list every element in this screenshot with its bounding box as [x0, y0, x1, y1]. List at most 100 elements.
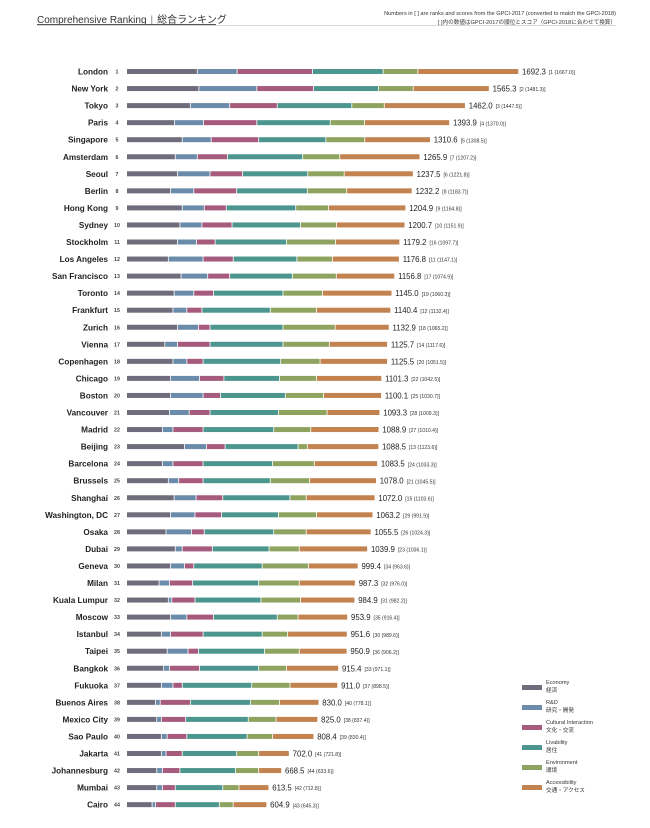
bar-segment: [340, 154, 420, 160]
bar-segment: [210, 171, 243, 177]
prev-score-label: [42 (712.8)]: [295, 786, 322, 792]
rank-label: 32: [114, 598, 120, 604]
bar-segment: [171, 392, 203, 398]
city-label: Vienna: [81, 340, 108, 349]
bar-segment: [152, 802, 156, 808]
bar-segment: [272, 733, 314, 739]
bar-segment: [303, 154, 340, 160]
bar-segment: [233, 802, 267, 808]
bar-segment: [127, 699, 156, 705]
bar-segment: [215, 239, 287, 245]
bar-segment: [335, 239, 400, 245]
prev-score-label: [41 (721.8)]: [315, 752, 342, 758]
rank-label: 23: [114, 445, 120, 451]
bar-segment: [174, 495, 196, 501]
city-label: Paris: [88, 119, 108, 128]
bar-segment: [296, 205, 329, 211]
bar-segment: [270, 478, 310, 484]
prev-score-label: [17 (1074.9)]: [424, 275, 453, 281]
note-line-japanese: [ ]内の数値はGPCI-2017の順位とスコア（GPCI-2018に合わせて換…: [437, 20, 616, 26]
score-label: 984.9: [358, 596, 378, 605]
prev-score-label: [43 (645.3)]: [293, 803, 320, 809]
bar-segment: [127, 410, 170, 415]
bar-segment: [203, 392, 221, 398]
bar-segment: [127, 733, 161, 739]
bar-segment: [169, 665, 200, 671]
bar-segment: [299, 648, 347, 654]
prev-score-label: [16 (1097.7)]: [429, 241, 458, 247]
bar-segment: [230, 273, 292, 279]
bar-segment: [127, 137, 182, 143]
city-label: Los Angeles: [60, 255, 109, 264]
prev-score-label: [36 (906.2)]: [373, 650, 400, 656]
bar-segment: [157, 716, 161, 722]
bar-segment: [237, 188, 307, 194]
city-label: Mumbai: [77, 784, 108, 793]
bar-segment: [197, 154, 227, 160]
rank-label: 25: [114, 479, 120, 485]
bar-segment: [210, 341, 283, 347]
city-label: Shanghai: [71, 494, 108, 503]
bar-segment: [127, 682, 161, 688]
bar-segment: [197, 69, 237, 74]
bar-segment: [330, 120, 365, 126]
bar-segment: [166, 529, 192, 535]
prev-score-label: [32 (976.0)]: [381, 582, 408, 588]
score-label: 1179.2: [403, 238, 426, 247]
score-label: 915.4: [342, 664, 362, 673]
city-label: New York: [71, 85, 108, 94]
city-label: Hong Kong: [64, 204, 108, 213]
bar-segment: [329, 341, 388, 347]
bar-segment: [316, 307, 391, 313]
rank-label: 21: [114, 411, 120, 417]
bar-segment: [298, 444, 307, 450]
ranking-note: Numbers in [ ] are ranks and scores from…: [384, 10, 616, 28]
city-label: Geneva: [78, 562, 108, 571]
title-japanese: 総合ランキング: [157, 15, 227, 26]
bar-segment: [127, 103, 190, 109]
bar-segment: [169, 580, 193, 586]
score-label: 1125.7: [391, 340, 414, 349]
prev-score-label: [24 (1033.3)]: [408, 462, 437, 468]
bar-segment: [272, 461, 314, 467]
rank-label: 28: [114, 530, 120, 536]
score-label: 1093.3: [383, 409, 407, 418]
prev-score-label: [34 (963.6)]: [384, 565, 411, 571]
bar-segment: [237, 69, 313, 74]
city-label: Singapore: [68, 136, 108, 145]
bar-segment: [127, 154, 175, 160]
score-label: 1145.0: [395, 289, 419, 298]
prev-score-label: [29 (991.9)]: [403, 513, 430, 519]
prev-score-label: [4 (1370.0)]: [480, 121, 507, 127]
prev-score-label: [19 (1060.3)]: [422, 292, 451, 298]
bar-segment: [384, 103, 465, 109]
bar-segment: [299, 580, 355, 586]
bar-segment: [219, 802, 233, 808]
city-label: Mexico City: [63, 715, 109, 724]
bar-segment: [127, 392, 171, 398]
rank-label: 44: [114, 803, 120, 809]
prev-score-label: [21 (1045.5)]: [407, 479, 436, 485]
legend-swatch: [522, 685, 542, 690]
bar-segment: [127, 256, 168, 262]
score-label: 1204.9: [409, 204, 433, 213]
score-label: 1692.3: [522, 68, 546, 77]
city-label: Taipei: [85, 647, 108, 656]
prev-score-label: [1 (1667.0)]: [549, 70, 576, 76]
bar-segment: [177, 239, 197, 245]
city-label: Beijing: [81, 443, 108, 452]
bar-segment: [270, 307, 317, 313]
score-label: 1176.8: [403, 255, 426, 264]
bar-segment: [220, 392, 285, 398]
prev-score-label: [7 (1207.2)]: [450, 155, 477, 161]
bar-segment: [230, 103, 277, 109]
city-label: Bangkok: [73, 664, 108, 673]
rank-label: 18: [114, 359, 120, 365]
bar-segment: [167, 648, 188, 654]
prev-score-label: [6 (1221.8)]: [443, 172, 470, 178]
city-label: Stockholm: [66, 238, 108, 247]
prev-score-label: [3 (1447.5)]: [496, 104, 523, 110]
rank-label: 1: [116, 70, 119, 76]
city-label: Johannesburg: [52, 767, 108, 776]
